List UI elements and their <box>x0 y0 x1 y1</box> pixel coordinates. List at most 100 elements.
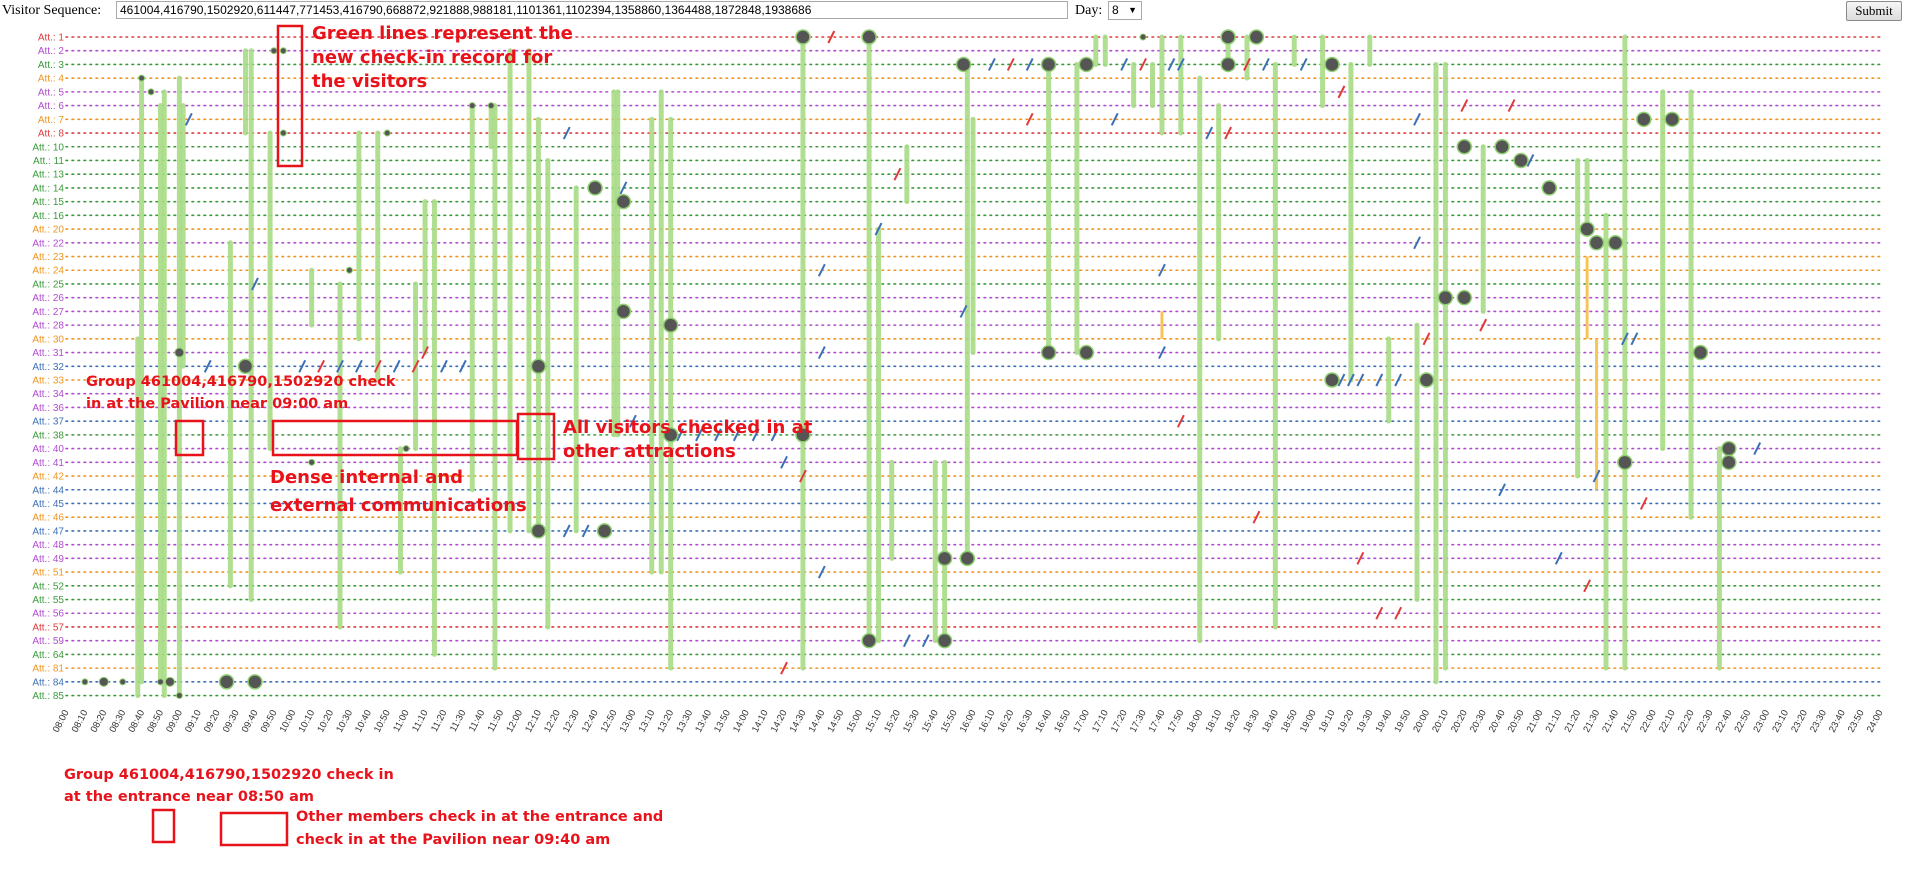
y-tick-label: Att.: 27 <box>32 307 64 318</box>
x-tick-label: 23:00 <box>1751 708 1772 734</box>
communication-mark <box>1176 414 1185 428</box>
x-tick-label: 18:20 <box>1222 708 1243 734</box>
x-tick-label: 23:30 <box>1808 708 1829 734</box>
y-tick-label: Att.: 7 <box>38 115 65 126</box>
communication-mark <box>317 359 325 373</box>
communication-mark <box>959 304 968 318</box>
x-tick-label: 09:10 <box>183 708 204 734</box>
checkin-point <box>861 632 877 649</box>
x-tick-label: 15:50 <box>939 708 960 734</box>
checkin-point <box>487 102 495 110</box>
y-tick-label: Att.: 22 <box>32 238 64 249</box>
communication-mark <box>695 428 703 442</box>
submit-button[interactable]: Submit <box>1846 1 1902 21</box>
x-tick-label: 17:50 <box>1166 708 1187 734</box>
annotation-text: in at the Pavilion near 09:00 am <box>86 396 348 412</box>
communication-mark <box>203 359 212 373</box>
checkin-point <box>1456 289 1473 306</box>
annotation-box <box>516 412 556 461</box>
annotation-text: other attractions <box>563 441 736 462</box>
annotation-text: Other members check in at the entrance a… <box>296 809 663 825</box>
y-tick-label: Att.: 2 <box>38 46 65 57</box>
communication-mark <box>1422 332 1431 346</box>
checkin-lines <box>135 34 1722 699</box>
communication-mark <box>770 428 779 442</box>
x-tick-label: 08:20 <box>89 708 110 734</box>
day-select[interactable]: 8 ▼ <box>1108 1 1142 20</box>
annotation-box <box>151 808 176 844</box>
y-tick-label: Att.: 14 <box>32 183 64 194</box>
communication-mark <box>562 524 571 538</box>
x-tick-label: 24:00 <box>1865 708 1886 734</box>
checkin-point <box>1324 56 1340 73</box>
y-tick-label: Att.: 64 <box>32 650 64 661</box>
checkin-point <box>1541 180 1558 196</box>
communication-mark <box>827 30 836 44</box>
checkin-point <box>795 427 811 443</box>
checkin-point <box>138 74 146 82</box>
checkin-point <box>936 550 953 567</box>
y-tick-label: Att.: 42 <box>32 472 64 483</box>
x-tick-label: 08:00 <box>51 708 72 734</box>
y-tick-label: Att.: 25 <box>32 279 64 290</box>
x-tick-label: 14:30 <box>788 708 809 734</box>
x-tick-label: 21:10 <box>1544 708 1565 734</box>
x-tick-label: 14:20 <box>769 708 790 734</box>
x-tick-label: 18:50 <box>1279 708 1300 734</box>
x-tick-label: 12:30 <box>561 708 582 734</box>
communication-mark <box>1337 373 1346 387</box>
x-tick-label: 20:00 <box>1411 708 1432 734</box>
annotation-box <box>276 24 304 168</box>
x-tick-label: 09:00 <box>164 708 185 734</box>
communication-mark <box>251 277 259 291</box>
checkin-point <box>959 550 976 567</box>
y-tick-label: Att.: 40 <box>32 444 64 455</box>
x-tick-label: 11:30 <box>448 708 469 734</box>
annotation-box <box>219 811 289 847</box>
visitor-timeline-chart: Att.: 1 Att.: 2 Att.: 3 Att.: 4 Att.: 5 Att.:… <box>32 24 1886 848</box>
x-tick-label: 09:20 <box>202 708 223 734</box>
checkin-point <box>1078 344 1095 361</box>
x-tick-label: 17:40 <box>1147 708 1168 734</box>
y-tick-label: Att.: 24 <box>32 266 64 277</box>
communication-mark <box>1243 57 1251 71</box>
communication-mark <box>562 126 571 140</box>
x-tick-label: 14:40 <box>807 708 828 734</box>
y-tick-label: Att.: 3 <box>38 60 65 71</box>
communication-mark <box>1224 126 1232 140</box>
x-tick-label: 18:10 <box>1203 708 1224 734</box>
annotation-text: new check-in record for <box>312 47 552 68</box>
x-tick-label: 10:10 <box>296 708 317 734</box>
y-tick-label: Att.: 57 <box>32 622 64 633</box>
checkin-point <box>308 458 316 466</box>
communication-mark <box>1299 57 1308 71</box>
x-tick-label: 19:50 <box>1392 708 1413 734</box>
x-tick-label: 15:20 <box>882 708 903 734</box>
communication-mark <box>184 112 193 126</box>
x-tick-label: 18:00 <box>1185 708 1206 734</box>
communication-mark <box>1507 99 1516 113</box>
x-tick-label: 17:20 <box>1109 708 1130 734</box>
checkin-point <box>1692 344 1709 361</box>
x-tick-label: 23:40 <box>1827 708 1848 734</box>
x-tick-label: 12:40 <box>580 708 601 734</box>
checkin-point <box>1040 344 1057 361</box>
x-tick-label: 13:50 <box>712 708 733 734</box>
annotations: Green lines represent the new check-in re… <box>64 24 813 848</box>
visitor-sequence-input[interactable] <box>116 1 1068 19</box>
x-tick-label: 15:10 <box>863 708 884 734</box>
communication-mark <box>298 359 307 373</box>
checkin-point <box>530 358 547 375</box>
communication-mark <box>336 359 344 373</box>
x-tick-label: 22:00 <box>1638 708 1659 734</box>
checkin-point <box>1456 139 1473 155</box>
x-tick-label: 09:30 <box>221 708 242 734</box>
x-tick-label: 12:00 <box>504 708 525 734</box>
x-tick-label: 13:00 <box>618 708 639 734</box>
x-tick-label: 10:40 <box>353 708 374 734</box>
x-tick-label: 16:50 <box>1052 708 1073 734</box>
communication-marks <box>184 30 1762 675</box>
communication-mark <box>458 359 467 373</box>
x-tick-label: 20:20 <box>1449 708 1470 734</box>
y-tick-label: Att.: 20 <box>32 225 64 236</box>
